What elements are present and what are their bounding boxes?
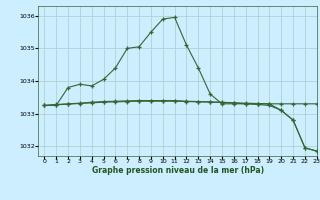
X-axis label: Graphe pression niveau de la mer (hPa): Graphe pression niveau de la mer (hPa) (92, 166, 264, 175)
